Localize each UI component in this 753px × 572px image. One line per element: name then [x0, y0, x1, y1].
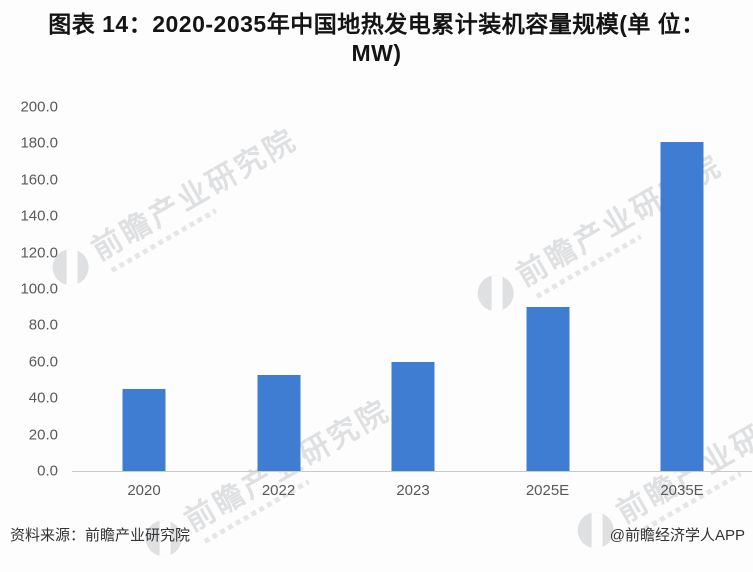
y-tick-label: 60.0 [28, 353, 58, 371]
x-axis-line [72, 471, 752, 472]
chart-title-line1: 图表 14：2020-2035年中国地热发电累计装机容量规模(单 位： [48, 11, 705, 37]
chart-title-line2: MW) [351, 40, 402, 67]
bar-2022 [257, 374, 300, 471]
x-tick-label-2025E: 2025E [525, 482, 570, 499]
x-tick-label-2023: 2023 [396, 482, 430, 499]
y-tick-label: 180.0 [20, 134, 58, 152]
bar-2025E [526, 307, 569, 471]
y-tick-label: 80.0 [28, 316, 58, 334]
footer: 资料来源：前瞻产业研究院 @前瞻经济学人APP [10, 524, 745, 545]
y-tick-label: 40.0 [28, 389, 58, 407]
bar-2020 [122, 389, 166, 471]
y-tick-label: 160.0 [20, 171, 58, 189]
x-tick-label-2035E: 2035E [660, 482, 704, 499]
y-tick-label: 120.0 [20, 244, 58, 262]
source-text: 资料来源：前瞻产业研究院 [10, 527, 191, 544]
y-tick-label: 100.0 [20, 280, 58, 298]
x-tick-label-2020: 2020 [127, 482, 161, 499]
y-tick-label: 200.0 [20, 98, 58, 116]
y-tick-label: 140.0 [20, 207, 58, 225]
bar-2023 [391, 361, 435, 471]
attribution-text: @前瞻经济学人APP [609, 527, 745, 544]
x-tick-label-2022: 2022 [261, 482, 296, 499]
chart-title: 图表 14：2020-2035年中国地热发电累计装机容量规模(单 位： MW) [0, 10, 753, 69]
bar-2035E [660, 141, 704, 471]
y-tick-label: 20.0 [28, 426, 58, 444]
y-tick-label: 0.0 [37, 462, 58, 480]
